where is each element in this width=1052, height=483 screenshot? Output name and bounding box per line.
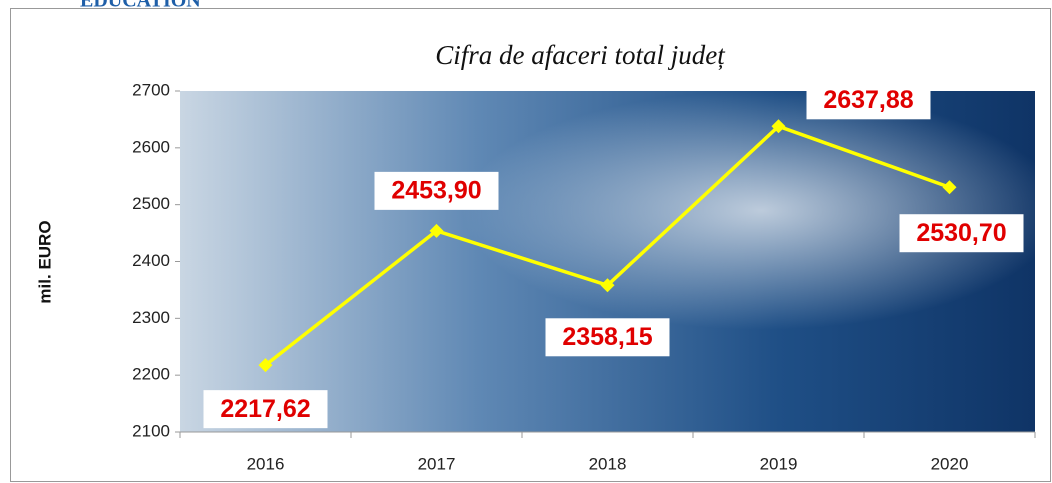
marker	[600, 278, 615, 293]
x-tick-label: 2018	[589, 454, 627, 473]
value-label-box	[806, 81, 931, 120]
y-tick-label: 2600	[132, 137, 170, 156]
value-label: 2530,70	[916, 219, 1006, 247]
y-tick-label: 2700	[132, 80, 170, 99]
value-label-box	[899, 214, 1024, 253]
chart-title: Cifra de afaceri total județ	[435, 40, 726, 70]
y-tick-label: 2100	[132, 421, 170, 440]
value-label: 2217,62	[220, 395, 310, 423]
value-label-box	[203, 390, 328, 429]
x-tick-label: 2016	[247, 454, 285, 473]
marker	[429, 223, 444, 238]
value-label: 2637,88	[823, 86, 913, 114]
value-label: 2453,90	[391, 176, 481, 204]
y-axis-label: mil. EURO	[35, 220, 54, 303]
value-label-box	[545, 318, 670, 357]
y-tick-label: 2300	[132, 308, 170, 327]
x-tick-label: 2019	[760, 454, 798, 473]
x-tick-label: 2017	[418, 454, 456, 473]
marker	[942, 180, 957, 195]
y-tick-label: 2200	[132, 365, 170, 384]
frame	[10, 8, 1051, 482]
value-label: 2358,15	[562, 323, 652, 351]
y-tick-label: 2400	[132, 251, 170, 270]
marker	[258, 358, 273, 373]
marker	[771, 119, 786, 134]
y-tick-label: 2500	[132, 194, 170, 213]
x-tick-label: 2020	[931, 454, 969, 473]
plot-glow	[180, 91, 1035, 432]
page-header: EDUCATION	[80, 0, 201, 12]
value-label-box	[374, 171, 499, 210]
